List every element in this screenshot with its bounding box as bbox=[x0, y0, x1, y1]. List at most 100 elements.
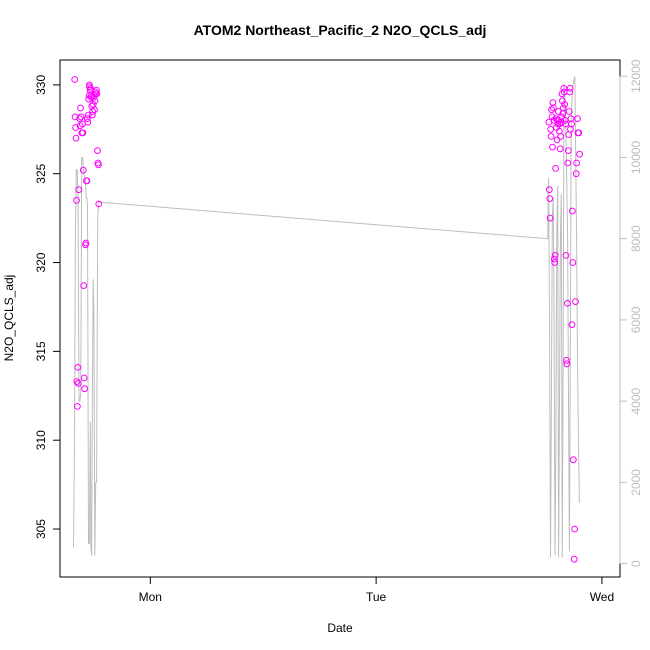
data-point bbox=[550, 255, 558, 263]
data-point bbox=[74, 364, 82, 371]
data-point bbox=[74, 379, 82, 387]
data-point bbox=[80, 282, 88, 290]
data-point bbox=[549, 143, 556, 151]
data-point bbox=[568, 321, 576, 329]
data-point bbox=[574, 115, 581, 122]
data-point bbox=[95, 161, 102, 169]
data-point bbox=[550, 104, 557, 112]
data-point bbox=[548, 113, 556, 121]
data-point bbox=[87, 85, 94, 92]
y-tick-label: 305 bbox=[34, 519, 48, 539]
data-point bbox=[565, 108, 573, 115]
y2-tick-label: 10000 bbox=[629, 140, 643, 174]
series-line bbox=[73, 76, 580, 558]
y-axis-left: 305 310 315 320 325 330 bbox=[34, 75, 61, 539]
y-axis-label: N2O_QCLS_adj bbox=[2, 275, 16, 362]
data-point bbox=[569, 259, 577, 266]
data-point bbox=[569, 207, 576, 215]
data-point bbox=[79, 129, 87, 137]
data-point bbox=[564, 147, 572, 155]
data-point bbox=[561, 117, 569, 124]
data-point bbox=[81, 385, 88, 393]
x-axis-label: Date bbox=[327, 621, 353, 635]
data-point bbox=[77, 113, 85, 121]
data-point bbox=[556, 145, 564, 153]
data-point bbox=[83, 115, 91, 122]
data-point bbox=[93, 86, 100, 94]
data-point bbox=[569, 456, 577, 464]
y2-tick-label: 12000 bbox=[629, 59, 643, 93]
data-point bbox=[572, 298, 579, 306]
data-point bbox=[548, 106, 555, 114]
data-point bbox=[576, 150, 583, 158]
data-point bbox=[551, 252, 559, 259]
data-point bbox=[564, 159, 572, 167]
x-tick-label: Wed bbox=[590, 590, 614, 604]
n2o-point-series bbox=[71, 76, 583, 563]
data-point bbox=[77, 104, 84, 112]
plot-area bbox=[59, 59, 621, 578]
data-point bbox=[567, 125, 574, 133]
elevation-line-series bbox=[73, 76, 580, 558]
data-point bbox=[570, 555, 578, 563]
data-point bbox=[74, 403, 81, 410]
data-point bbox=[91, 97, 99, 105]
data-point bbox=[91, 106, 98, 114]
data-point bbox=[80, 374, 88, 382]
y2-tick-label: 2000 bbox=[629, 469, 643, 496]
y-tick-label: 315 bbox=[34, 341, 48, 361]
y2-tick-label: 8000 bbox=[629, 225, 643, 252]
data-point bbox=[72, 124, 79, 131]
data-point bbox=[545, 186, 553, 194]
data-point bbox=[558, 113, 565, 121]
data-point bbox=[73, 197, 80, 204]
data-point bbox=[82, 239, 90, 247]
data-point bbox=[546, 195, 554, 203]
data-point bbox=[563, 356, 570, 364]
data-point bbox=[559, 104, 567, 112]
data-point bbox=[549, 99, 557, 106]
data-point bbox=[563, 360, 571, 368]
data-point bbox=[572, 170, 580, 178]
data-point bbox=[79, 166, 87, 174]
data-point bbox=[71, 76, 79, 83]
x-axis: Mon Tue Wed bbox=[139, 576, 614, 604]
data-point bbox=[552, 165, 559, 172]
y2-tick-label: 0 bbox=[629, 560, 643, 567]
data-point bbox=[84, 118, 92, 126]
y-axis-right: 0 2000 4000 6000 8000 10000 12000 bbox=[619, 59, 643, 567]
data-point bbox=[73, 378, 81, 386]
data-point bbox=[571, 525, 578, 533]
data-point bbox=[553, 136, 561, 144]
x-tick-label: Tue bbox=[366, 590, 387, 604]
data-point bbox=[575, 129, 583, 137]
data-point bbox=[547, 133, 555, 140]
data-point bbox=[547, 125, 555, 133]
data-point bbox=[564, 300, 571, 307]
y-tick-label: 325 bbox=[34, 163, 48, 183]
data-point bbox=[568, 120, 575, 128]
y2-tick-label: 6000 bbox=[629, 306, 643, 333]
data-point bbox=[94, 147, 101, 155]
data-point bbox=[95, 200, 103, 208]
data-point bbox=[555, 108, 562, 115]
data-point bbox=[84, 111, 92, 119]
data-point bbox=[566, 88, 573, 96]
data-point bbox=[83, 177, 91, 185]
x-tick-label: Mon bbox=[139, 590, 162, 604]
y-tick-label: 320 bbox=[34, 252, 48, 272]
data-point bbox=[560, 85, 568, 92]
data-point bbox=[76, 115, 83, 122]
data-point bbox=[89, 108, 97, 115]
data-point bbox=[562, 252, 570, 259]
data-point bbox=[566, 85, 574, 92]
y2-tick-label: 4000 bbox=[629, 387, 643, 414]
data-point bbox=[546, 214, 554, 222]
chart-title: ATOM2 Northeast_Pacific_2 N2O_QCLS_adj bbox=[194, 22, 487, 38]
data-point bbox=[557, 133, 564, 140]
y-tick-label: 330 bbox=[34, 75, 48, 95]
data-point bbox=[561, 101, 569, 108]
data-point bbox=[75, 186, 83, 194]
y-tick-label: 310 bbox=[34, 430, 48, 450]
